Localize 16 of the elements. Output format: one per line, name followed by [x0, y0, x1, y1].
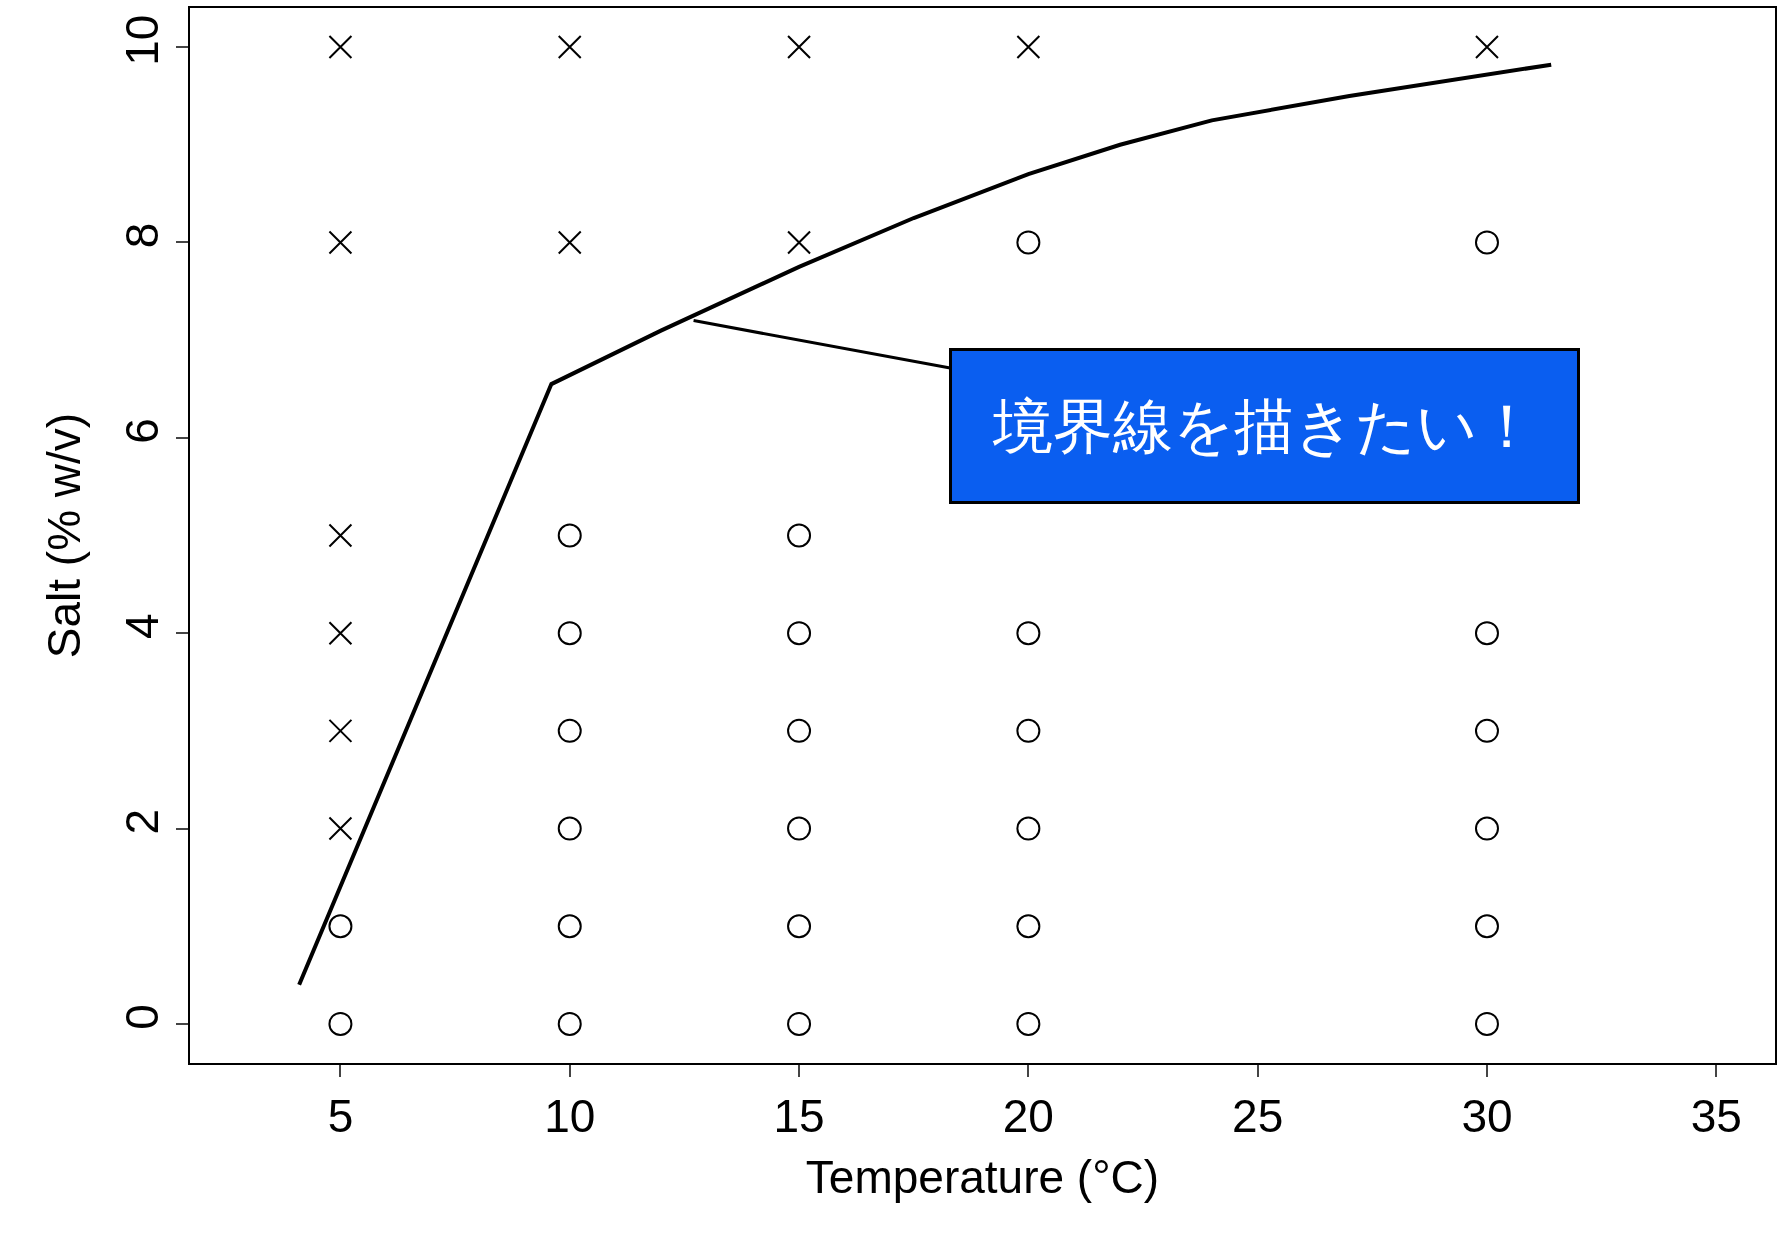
- x-tick-label: 20: [1002, 1090, 1054, 1143]
- y-tick-label: 10: [115, 14, 168, 66]
- y-tick-label: 4: [115, 613, 168, 640]
- x-tick-label: 30: [1461, 1090, 1513, 1143]
- y-tick-label: 6: [115, 418, 168, 444]
- x-tick-label: 5: [327, 1090, 354, 1143]
- x-tick-label: 15: [773, 1090, 825, 1143]
- x-tick-label: 35: [1690, 1090, 1742, 1143]
- y-tick-label: 8: [115, 222, 168, 249]
- annotation: 境界線を描きたい！: [992, 391, 1537, 461]
- x-tick-label: 25: [1232, 1090, 1284, 1143]
- x-axis-title: Temperature (°C): [805, 1151, 1160, 1204]
- y-tick-label: 2: [115, 808, 168, 835]
- y-axis-title: Salt (% w/v): [38, 412, 91, 659]
- x-tick-label: 10: [544, 1090, 596, 1143]
- y-tick-label: 0: [115, 1004, 168, 1030]
